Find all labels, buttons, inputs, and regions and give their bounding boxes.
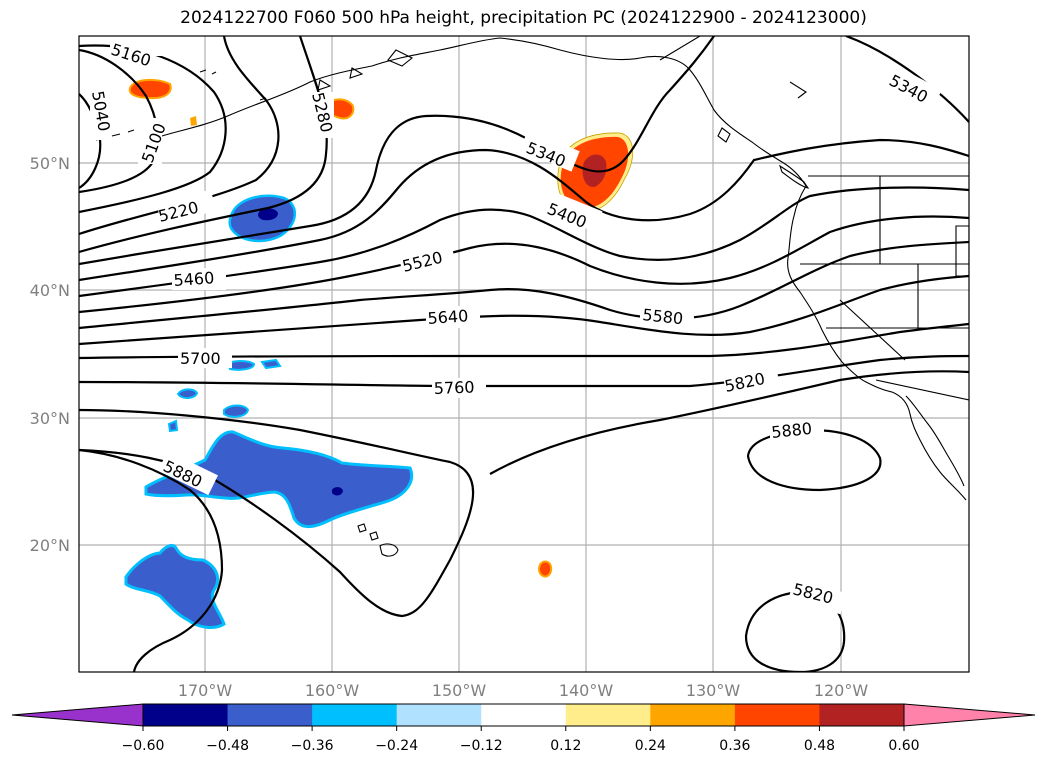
contour-5580 <box>79 240 969 330</box>
colorbar-segment <box>819 704 905 726</box>
contour-label-5460: 5460 <box>173 268 215 290</box>
colorbar-tick-label: −0.36 <box>291 738 334 754</box>
contour-labels: 5160 5040 5100 5280 5220 5340 5400 5520 … <box>88 36 943 615</box>
contour-5700 <box>79 322 969 360</box>
contour-5520 <box>79 215 969 314</box>
colorbar-tick-label: −0.60 <box>122 738 165 754</box>
coast-hawaii <box>379 543 399 557</box>
colorbar-tick-label: 0.48 <box>804 738 835 754</box>
colorbar-tick-label: −0.12 <box>460 738 503 754</box>
lon-label-130w: 130°W <box>686 681 741 700</box>
colorbar-outline <box>142 703 905 727</box>
contour-label-5580: 5580 <box>642 305 684 328</box>
lon-label-120w: 120°W <box>814 681 869 700</box>
colorbar-tick-label: −0.48 <box>206 738 249 754</box>
contour-5640 <box>79 274 969 346</box>
contour-5820-east <box>489 370 969 475</box>
precip-neg-small-5 <box>167 419 179 433</box>
lat-label-40n: 40°N <box>30 281 70 300</box>
lat-label-30n: 30°N <box>30 409 70 428</box>
colorbar-tick-label: 0.60 <box>888 738 919 754</box>
map-frame <box>78 35 970 673</box>
coastlines <box>95 36 969 557</box>
contour-label-5640: 5640 <box>427 306 469 328</box>
colorbar-segment <box>481 704 567 726</box>
precip-neg-north-max <box>258 208 278 221</box>
contour-5760 <box>79 354 969 388</box>
lon-label-140w: 140°W <box>559 681 614 700</box>
colorbar-segment <box>227 704 313 726</box>
contour-5220 <box>79 36 280 236</box>
colorbar-segment <box>312 704 398 726</box>
lon-label-170w: 170°W <box>178 681 233 700</box>
colorbar-tick-label: 0.24 <box>635 738 666 754</box>
precip-neg-small-3 <box>176 388 199 399</box>
precip-neg-small-4 <box>223 404 250 418</box>
colorbar: −0.60 −0.48 −0.36 −0.24 −0.12 0.12 0.24 0.36 0.4… <box>11 703 1036 754</box>
colorbar-tick-label: −0.24 <box>375 738 418 754</box>
lon-label-150w: 150°W <box>432 681 487 700</box>
map-title: 2024122700 F060 500 hPa height, precipit… <box>180 8 867 28</box>
precip-neg-southwest <box>124 544 226 629</box>
height-contours <box>79 36 969 672</box>
contour-5340 <box>79 36 715 266</box>
coast-alaska <box>149 37 807 187</box>
precip-pos-nw-3 <box>190 116 197 126</box>
colorbar-extend-low <box>11 703 144 727</box>
contour-5880-west <box>79 448 224 672</box>
colorbar-tick-label: 0.36 <box>719 738 750 754</box>
colorbar-segment <box>143 704 229 726</box>
contour-5460 <box>79 186 969 298</box>
colorbar-tick-label: 0.12 <box>550 738 581 754</box>
lon-label-160w: 160°W <box>305 681 360 700</box>
precip-pos-south <box>538 560 553 578</box>
precip-neg-small-1 <box>226 360 256 371</box>
precip-neg-main <box>144 430 413 528</box>
colorbar-segment <box>565 704 651 726</box>
lat-label-50n: 50°N <box>30 154 70 173</box>
gridlines <box>79 36 969 672</box>
contour-5400 <box>79 138 969 282</box>
colorbar-segment <box>396 704 482 726</box>
longitude-axis: 170°W 160°W 150°W 140°W 130°W 120°W <box>178 681 869 700</box>
contour-label-5760: 5760 <box>433 378 474 398</box>
precip-neg-small-2 <box>260 358 282 370</box>
latitude-axis: 50°N 40°N 30°N 20°N <box>30 154 70 555</box>
precip-neg-main-max <box>332 487 343 496</box>
colorbar-extend-high <box>903 703 1036 727</box>
colorbar-segment <box>650 704 736 726</box>
contour-label-5700: 5700 <box>180 349 221 368</box>
lat-label-20n: 20°N <box>30 536 70 555</box>
precip-pos-nw-1 <box>128 78 172 100</box>
contour-label-5880-east: 5880 <box>770 419 812 442</box>
contour-5820-se <box>744 590 846 672</box>
border-alaska-canada <box>659 36 701 61</box>
contour-5340-ne <box>845 36 969 123</box>
colorbar-segment <box>734 704 820 726</box>
contour-5820 <box>79 408 475 618</box>
